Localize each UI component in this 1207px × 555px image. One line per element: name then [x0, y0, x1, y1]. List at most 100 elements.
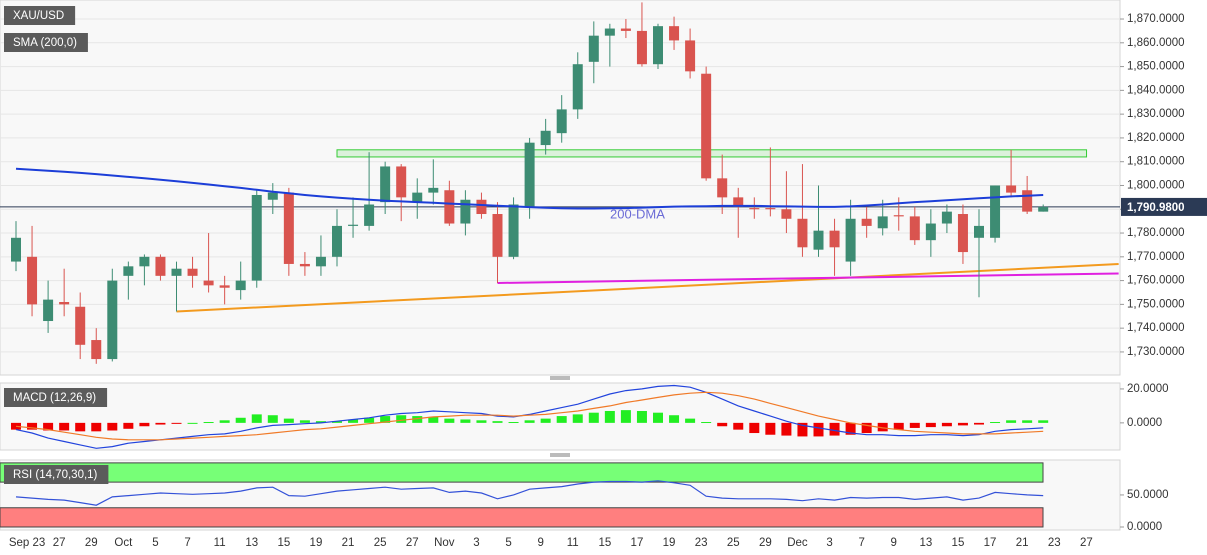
last-price-box [1121, 197, 1207, 216]
candle-body [412, 192, 423, 203]
candle-body [380, 166, 391, 203]
histogram-bar [813, 422, 824, 437]
histogram-bar [797, 422, 808, 437]
candle-body [460, 199, 471, 224]
candle-body [669, 26, 680, 41]
histogram-bar [845, 422, 856, 435]
histogram-bar [315, 421, 326, 423]
histogram-bar [107, 422, 118, 431]
histogram-bar [460, 419, 471, 423]
x-tick-label: 29 [85, 537, 98, 549]
histogram-bar [75, 422, 86, 432]
histogram-bar [829, 422, 840, 436]
x-tick-label: 15 [277, 537, 290, 549]
x-tick-label: 9 [891, 537, 897, 549]
histogram-bar [476, 420, 487, 423]
x-tick-label: Oct [114, 537, 133, 549]
histogram-bar [171, 422, 182, 424]
x-tick-label: 21 [1016, 537, 1029, 549]
candle-body [990, 185, 1001, 238]
price-panel [0, 0, 1121, 376]
annotation: 200-DMA [610, 206, 665, 221]
histogram-bar [203, 422, 214, 424]
histogram-bar [749, 422, 760, 434]
histogram-bar [990, 422, 1001, 424]
histogram-bar [781, 422, 792, 436]
x-tick-label: 27 [53, 537, 66, 549]
x-tick-label: 15 [598, 537, 611, 549]
candle-body [476, 199, 487, 215]
separator-grip[interactable] [550, 453, 570, 457]
legend-item[interactable]: XAU/USD [4, 6, 76, 25]
candle-body [829, 230, 840, 248]
sma-line [15, 167, 1044, 210]
legend-item[interactable]: RSI (14,70,30,1) [4, 465, 109, 484]
x-tick-label: 17 [631, 537, 644, 549]
x-tick-label: 5 [152, 537, 158, 549]
candle-body [1022, 190, 1033, 212]
x-tick-label: Dec [787, 537, 808, 549]
x-tick-label: 23 [695, 537, 708, 549]
y-tick-label: 1,830.0000 [1127, 108, 1185, 120]
histogram-bar [717, 422, 728, 427]
rsi-band [0, 462, 1044, 483]
legend-item[interactable]: SMA (200,0) [4, 33, 88, 52]
x-tick-label: Nov [434, 537, 455, 549]
candle-body [444, 190, 455, 224]
y-tick-label: 0.0000 [1127, 521, 1162, 533]
candle-body [155, 256, 166, 276]
x-tick-label: 17 [984, 537, 997, 549]
histogram-bar [1006, 420, 1017, 423]
histogram-bar [348, 419, 359, 423]
histogram-bar [604, 410, 615, 423]
histogram-bar [701, 422, 712, 424]
candle-body [797, 218, 808, 248]
candle-body [267, 192, 278, 200]
histogram-bar [187, 422, 198, 424]
x-tick-label: 19 [663, 537, 676, 549]
candle-body [845, 218, 856, 262]
separator-grip[interactable] [550, 376, 570, 380]
histogram-bar [1038, 420, 1049, 423]
histogram-bar [91, 422, 102, 432]
candle-body [364, 204, 375, 226]
macd-line [15, 384, 1044, 449]
y-tick-label: 1,730.0000 [1127, 346, 1185, 358]
histogram-bar [235, 417, 246, 423]
x-tick-label: 11 [567, 537, 579, 549]
candle-body [572, 64, 583, 110]
histogram-bar [909, 422, 920, 428]
y-tick-label: 1,740.0000 [1127, 322, 1185, 334]
candle-body [43, 299, 54, 322]
candle-body [733, 197, 744, 207]
candle-body [813, 230, 824, 250]
rsi-band [0, 507, 1044, 528]
candle-body [348, 224, 359, 226]
candle-body [717, 178, 728, 198]
legend-box [4, 6, 76, 25]
candle-body [187, 268, 198, 276]
legend-box [4, 388, 108, 407]
last-price-label: 1,790.9800 [1127, 202, 1185, 214]
histogram-bar [588, 412, 599, 423]
candle-body [1038, 206, 1049, 212]
y-tick-label: 1,780.0000 [1127, 227, 1185, 239]
candle-body [925, 223, 936, 241]
histogram-bar [765, 422, 776, 435]
y-tick-label: 1,820.0000 [1127, 132, 1185, 144]
histogram-bar [412, 416, 423, 423]
x-tick-label: 19 [310, 537, 323, 549]
trendline [497, 272, 1119, 284]
y-tick-label: 50.0000 [1127, 489, 1169, 501]
candle-body [315, 256, 326, 267]
legend-item[interactable]: MACD (12,26,9) [4, 388, 108, 407]
candle-body [332, 225, 342, 257]
x-tick-label: 7 [858, 537, 864, 549]
histogram-bar [59, 422, 70, 431]
x-tick-label: 27 [406, 537, 419, 549]
x-tick-label: 29 [759, 537, 772, 549]
macd-line [15, 391, 1044, 441]
histogram-bar [1022, 420, 1033, 423]
y-tick-label: 1,870.0000 [1127, 13, 1185, 25]
y-tick-label: 1,850.0000 [1127, 61, 1185, 73]
